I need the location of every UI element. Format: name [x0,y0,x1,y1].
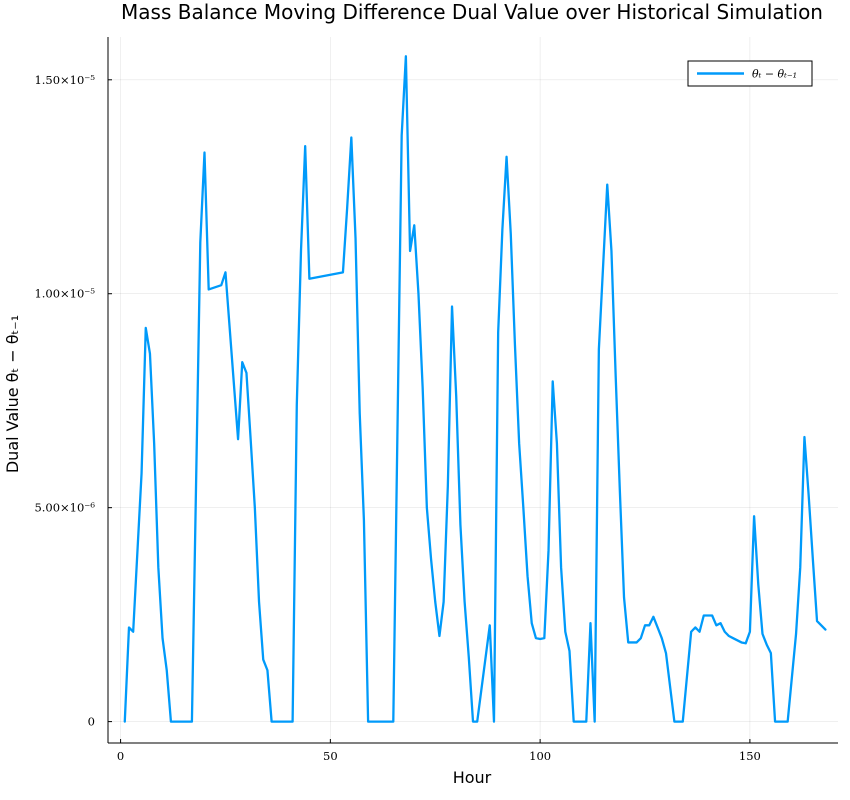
series-group [123,55,827,723]
x-tick-label: 150 [739,749,761,763]
x-tick-label: 0 [117,749,124,763]
y-tick-label: 0 [88,715,95,729]
x-axis-label: Hour [453,768,492,787]
legend: θₜ − θₜ₋₁ [687,60,813,87]
chart-title: Mass Balance Moving Difference Dual Valu… [121,0,823,24]
x-tick-label: 100 [529,749,551,763]
y-tick-label: 1.00×10⁻⁵ [34,287,95,301]
axes [107,37,838,744]
y-ticks: 0 5.00×10⁻⁶ 1.00×10⁻⁵ 1.50×10⁻⁵ [34,73,112,729]
x-ticks: 0 50 100 150 [117,739,761,763]
x-tick-label: 50 [323,749,338,763]
series-line-0 [123,55,827,723]
y-axis-label: Dual Value θₜ − θₜ₋₁ [3,315,22,473]
legend-label: θₜ − θₜ₋₁ [752,68,797,81]
y-tick-label: 5.00×10⁻⁶ [34,501,95,515]
y-tick-label: 1.50×10⁻⁵ [34,73,95,87]
